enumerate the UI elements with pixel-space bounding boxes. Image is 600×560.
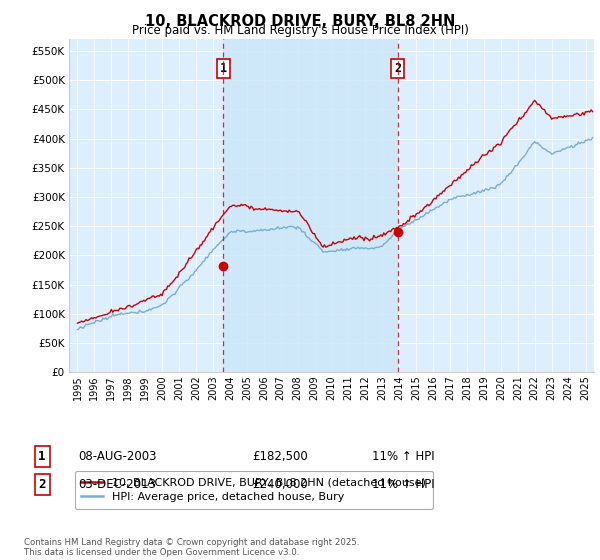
Text: £182,500: £182,500: [252, 450, 308, 463]
Text: 10, BLACKROD DRIVE, BURY, BL8 2HN: 10, BLACKROD DRIVE, BURY, BL8 2HN: [145, 14, 455, 29]
Text: 08-AUG-2003: 08-AUG-2003: [78, 450, 157, 463]
Text: 11% ↑ HPI: 11% ↑ HPI: [372, 450, 434, 463]
Text: 1: 1: [38, 450, 46, 463]
Text: 2: 2: [394, 62, 401, 75]
Bar: [223, 39, 398, 372]
Text: Contains HM Land Registry data © Crown copyright and database right 2025.
This d: Contains HM Land Registry data © Crown c…: [24, 538, 359, 557]
Text: 2: 2: [38, 478, 46, 491]
Text: 1: 1: [220, 62, 227, 75]
Text: 03-DEC-2013: 03-DEC-2013: [78, 478, 156, 491]
Legend: 10, BLACKROD DRIVE, BURY, BL8 2HN (detached house), HPI: Average price, detached: 10, BLACKROD DRIVE, BURY, BL8 2HN (detac…: [74, 472, 433, 509]
Text: £240,000: £240,000: [252, 478, 308, 491]
Text: 11% ↑ HPI: 11% ↑ HPI: [372, 478, 434, 491]
Text: Price paid vs. HM Land Registry's House Price Index (HPI): Price paid vs. HM Land Registry's House …: [131, 24, 469, 37]
